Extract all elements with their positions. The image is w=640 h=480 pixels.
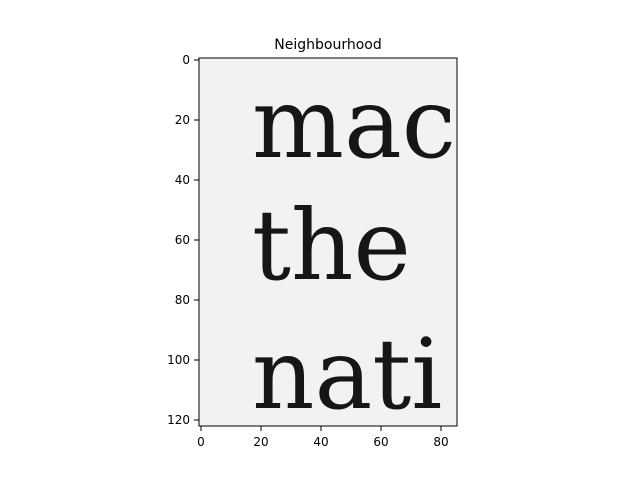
y-tick-label: 60 xyxy=(175,233,190,247)
x-axis: 0 20 40 60 80 xyxy=(197,426,449,449)
x-tick-label: 40 xyxy=(313,435,328,449)
image-word-1: mac xyxy=(252,67,456,180)
x-tick-label: 60 xyxy=(373,435,388,449)
y-tick-label: 0 xyxy=(182,53,190,67)
y-tick-label: 100 xyxy=(167,353,190,367)
image-panel: mac the nati xyxy=(199,58,457,431)
y-axis: 0 20 40 60 80 100 120 xyxy=(167,53,199,427)
y-tick-label: 40 xyxy=(175,173,190,187)
image-word-3: nati xyxy=(252,318,442,431)
axes-frame xyxy=(198,57,458,427)
image-word-2: the xyxy=(252,189,411,302)
y-tick-label: 120 xyxy=(167,413,190,427)
x-tick-label: 0 xyxy=(197,435,205,449)
x-tick-label: 80 xyxy=(433,435,448,449)
x-tick-label: 20 xyxy=(253,435,268,449)
plot-title: Neighbourhood xyxy=(274,37,381,53)
y-tick-label: 20 xyxy=(175,113,190,127)
y-tick-label: 80 xyxy=(175,293,190,307)
image-paper xyxy=(199,58,457,426)
